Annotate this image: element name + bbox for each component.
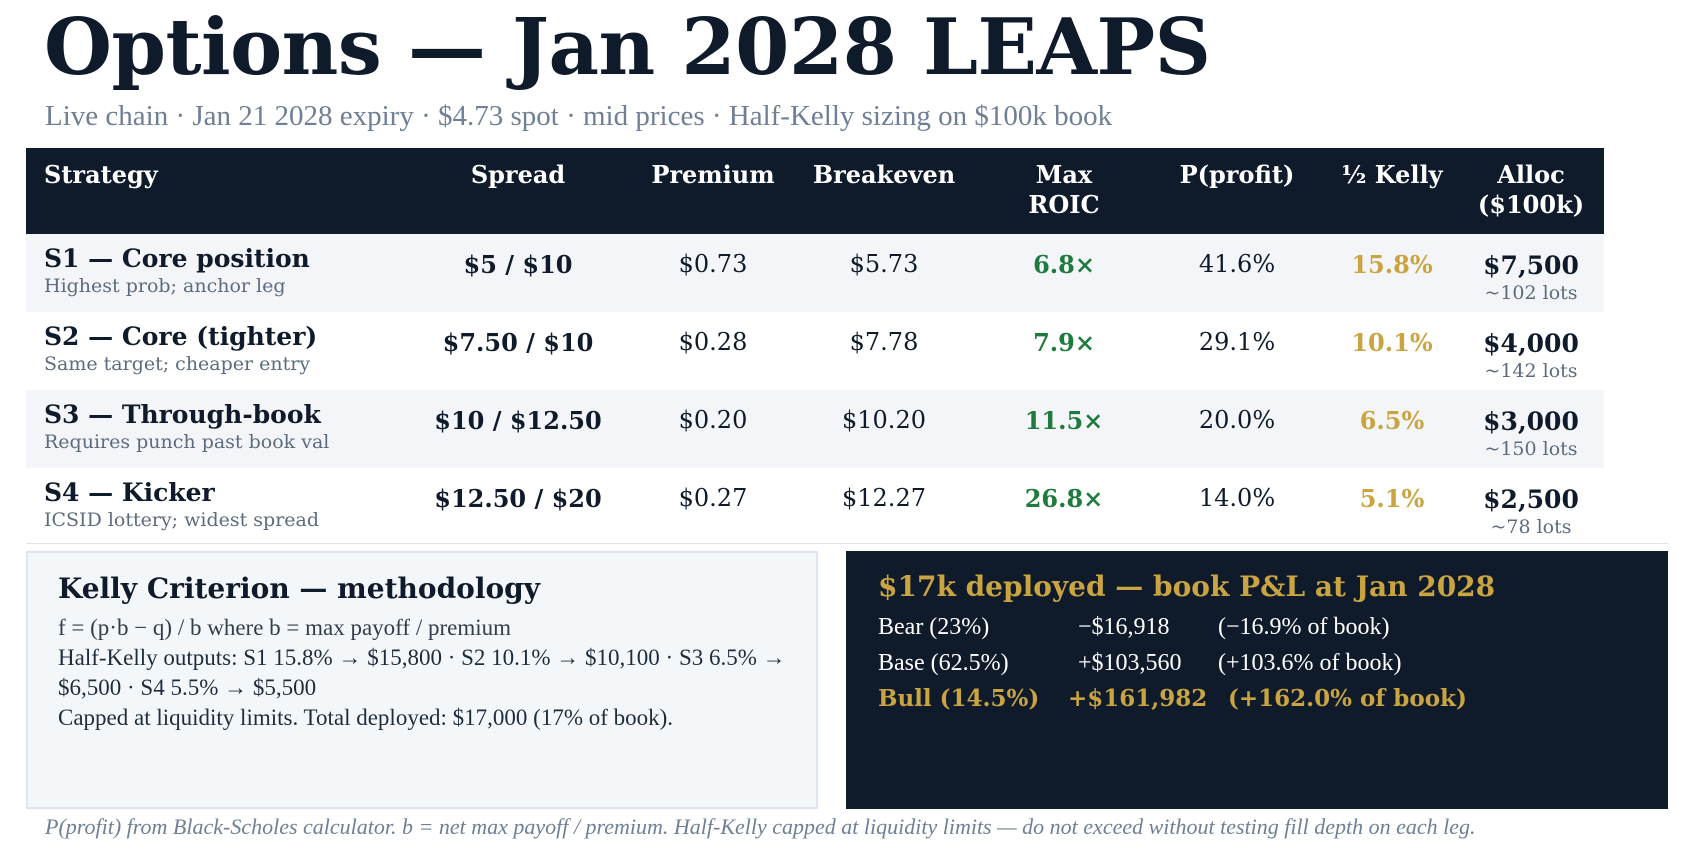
alloc-cell: $3,000 ~150 lots (1458, 390, 1604, 468)
col-alloc: Alloc ($100k) (1458, 148, 1604, 234)
alloc-cell: $2,500 ~78 lots (1458, 468, 1604, 546)
alloc-lots: ~102 lots (1484, 282, 1578, 304)
table-row: S2 — Core (tighter) Same target; cheaper… (26, 312, 1604, 390)
scenario-pct: (+162.0% of book) (1228, 685, 1467, 712)
strategy-cell: S1 — Core position Highest prob; anchor … (26, 234, 398, 312)
alloc-cell: $7,500 ~102 lots (1458, 234, 1604, 312)
col-strategy: Strategy (44, 160, 158, 189)
max-roic-cell: 7.9× (1033, 328, 1095, 357)
alloc-amount: $7,500 (1483, 251, 1579, 280)
scenario-label: Base (62.5%) (878, 650, 1009, 676)
max-roic-cell: 26.8× (1024, 484, 1104, 513)
footnote: P(profit) from Black-Scholes calculator.… (45, 814, 1476, 839)
alloc-amount: $2,500 (1483, 485, 1579, 514)
breakeven-cell: $5.73 (849, 250, 919, 278)
table-row: S1 — Core position Highest prob; anchor … (26, 234, 1604, 312)
half-kelly-cell: 5.1% (1359, 484, 1425, 513)
alloc-lots: ~78 lots (1490, 516, 1572, 538)
strategy-name: S4 — Kicker (44, 478, 215, 507)
strategy-cell: S4 — Kicker ICSID lottery; widest spread (26, 468, 398, 546)
breakeven-cell: $12.27 (842, 484, 926, 512)
spread-cell: $7.50 / $10 (442, 328, 594, 357)
half-kelly-cell: 6.5% (1359, 406, 1425, 435)
kelly-outputs: Half-Kelly outputs: S1 15.8% → $15,800 ·… (58, 645, 786, 700)
col-premium: Premium (651, 160, 775, 189)
col-spread: Spread (470, 160, 566, 189)
kelly-panel-title: Kelly Criterion — methodology (58, 572, 540, 605)
scenario-value: +$103,560 (1078, 650, 1182, 676)
table-row: S4 — Kicker ICSID lottery; widest spread… (26, 468, 1604, 546)
strategy-name: S2 — Core (tighter) (44, 322, 318, 351)
table-row: S3 — Through-book Requires punch past bo… (26, 390, 1604, 468)
col-alloc-line2: ($100k) (1477, 190, 1585, 219)
spread-cell: $5 / $10 (463, 250, 573, 279)
max-roic-cell: 6.8× (1033, 250, 1095, 279)
spread-cell: $12.50 / $20 (434, 484, 602, 513)
premium-cell: $0.28 (678, 328, 748, 356)
p-profit-cell: 41.6% (1198, 250, 1276, 278)
p-profit-cell: 14.0% (1198, 484, 1276, 512)
scenario-value: +$161,982 (1068, 685, 1208, 712)
col-breakeven: Breakeven (812, 160, 956, 189)
page-subtitle: Live chain · Jan 21 2028 expiry · $4.73 … (45, 100, 1113, 132)
scenario-bull: Bull (14.5%) +$161,982 (+162.0% of book) (878, 681, 1636, 717)
scenario-value: −$16,918 (1078, 614, 1170, 640)
alloc-amount: $3,000 (1483, 407, 1579, 436)
pnl-panel-title: $17k deployed — book P&L at Jan 2028 (878, 570, 1496, 603)
table-header: Strategy Spread Premium Breakeven Max ROI… (26, 148, 1604, 234)
scenario-pct: (−16.9% of book) (1218, 614, 1390, 640)
strategy-name: S3 — Through-book (44, 400, 321, 429)
alloc-lots: ~142 lots (1484, 360, 1578, 382)
scenario-bear: Bear (23%) −$16,918 (−16.9% of book) (878, 609, 1636, 645)
p-profit-cell: 20.0% (1198, 406, 1276, 434)
strategy-note: Requires punch past book val (44, 431, 330, 453)
scenario-label: Bull (14.5%) (878, 685, 1040, 712)
col-alloc-line1: Alloc (1497, 160, 1565, 189)
spread-cell: $10 / $12.50 (434, 406, 602, 435)
alloc-lots: ~150 lots (1484, 438, 1578, 460)
alloc-amount: $4,000 (1483, 329, 1579, 358)
col-half-kelly: ½ Kelly (1341, 160, 1443, 189)
kelly-methodology-panel: Kelly Criterion — methodology f = (p·b −… (26, 551, 818, 809)
breakeven-cell: $10.20 (842, 406, 926, 434)
kelly-cap-note: Capped at liquidity limits. Total deploy… (58, 705, 674, 730)
p-profit-cell: 29.1% (1198, 328, 1276, 356)
page-title: Options — Jan 2028 LEAPS (44, 2, 1211, 93)
col-max-roic-line2: ROIC (1028, 190, 1100, 219)
premium-cell: $0.27 (678, 484, 748, 512)
kelly-formula: f = (p·b − q) / b where b = max payoff /… (58, 615, 512, 640)
scenario-label: Bear (23%) (878, 614, 990, 640)
col-max-roic-line1: Max (1035, 160, 1093, 189)
pnl-panel: $17k deployed — book P&L at Jan 2028 Bea… (846, 551, 1668, 809)
strategy-name: S1 — Core position (44, 244, 310, 273)
strategy-note: Same target; cheaper entry (44, 353, 311, 375)
alloc-cell: $4,000 ~142 lots (1458, 312, 1604, 390)
scenario-pct: (+103.6% of book) (1218, 650, 1402, 676)
premium-cell: $0.20 (678, 406, 748, 434)
half-kelly-cell: 10.1% (1351, 328, 1433, 357)
breakeven-cell: $7.78 (849, 328, 919, 356)
col-max-roic: Max ROIC (980, 148, 1148, 234)
premium-cell: $0.73 (678, 250, 748, 278)
col-p-profit: P(profit) (1179, 160, 1295, 189)
strategy-cell: S3 — Through-book Requires punch past bo… (26, 390, 398, 468)
half-kelly-cell: 15.8% (1351, 250, 1433, 279)
strategy-table: Strategy Spread Premium Breakeven Max ROI… (26, 148, 1604, 546)
section-divider (26, 543, 1668, 544)
scenario-base: Base (62.5%) +$103,560 (+103.6% of book) (878, 645, 1636, 681)
strategy-note: ICSID lottery; widest spread (44, 509, 320, 531)
strategy-cell: S2 — Core (tighter) Same target; cheaper… (26, 312, 398, 390)
strategy-note: Highest prob; anchor leg (44, 275, 286, 297)
max-roic-cell: 11.5× (1024, 406, 1104, 435)
